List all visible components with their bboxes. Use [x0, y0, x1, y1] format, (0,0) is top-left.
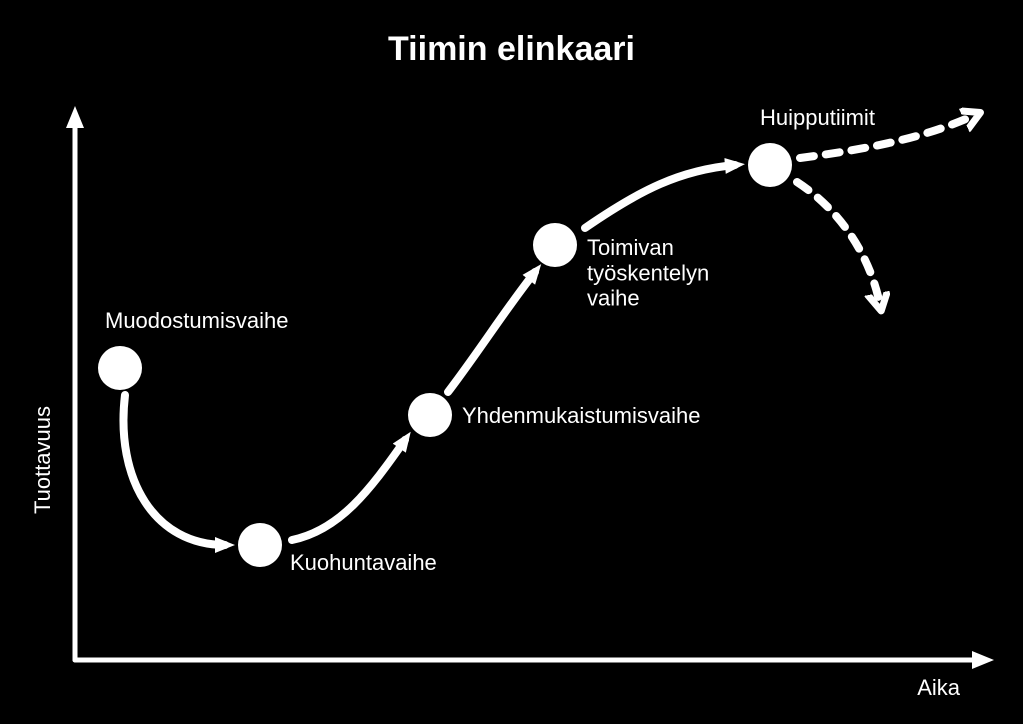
x-axis-label: Aika [917, 675, 961, 700]
stage-node [98, 346, 142, 390]
stage-node [533, 223, 577, 267]
stage-label: Muodostumisvaihe [105, 308, 288, 333]
diagram-stage: Tiimin elinkaari Aika Tuottavuus Muodostumi… [0, 0, 1023, 724]
stage-label: Kuohuntavaihe [290, 550, 437, 575]
stage-node [238, 523, 282, 567]
stage-label: Huipputiimit [760, 105, 875, 130]
y-axis-label: Tuottavuus [30, 406, 55, 514]
stage-node [748, 143, 792, 187]
chart-title: Tiimin elinkaari [388, 30, 635, 68]
diagram-svg: Tiimin elinkaari Aika Tuottavuus Muodostumi… [0, 0, 1023, 724]
stage-node [408, 393, 452, 437]
stage-label: Yhdenmukaistumisvaihe [462, 403, 700, 428]
